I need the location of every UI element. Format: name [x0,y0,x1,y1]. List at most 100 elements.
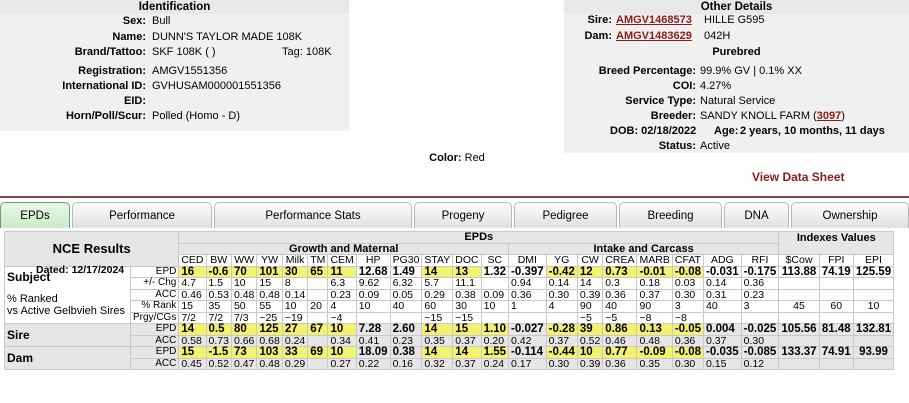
dam-epd-cell: 15 [178,346,207,359]
dam-acc-cell: 0.24 [480,357,510,370]
subject-rank-cell: 45 [778,300,820,313]
subject-rank-cell: 50 [230,300,258,313]
tab-progeny[interactable]: Progeny [414,202,512,228]
subject-prgy-cell [778,311,820,324]
sire-label: Sire [4,323,131,347]
subject-acc-cell: 0.37 [636,288,673,301]
column-header: CFAT [671,254,705,267]
subject-epd-cell: 0.73 [602,265,638,278]
sire-epd-cell: 125 [256,323,283,336]
subject-epd-cell: 125.59 [852,265,895,278]
dam-epd-cell: 74.91 [818,346,854,359]
subject-prgy-cell [355,311,391,324]
dam-link[interactable]: AMGV1483629 [616,30,692,42]
identification-label: Brand/Tattoo: [74,46,146,58]
column-header: DMI [508,254,547,267]
dam-acc-cell: 0.36 [602,357,638,370]
subject-epd-cell: 12.68 [355,265,391,278]
subject-epd-cell: 113.88 [778,265,820,278]
subject-prgy-cell: ~15 [452,311,482,324]
sire-acc-cell: 0.46 [602,334,638,347]
column-header: Milk [281,254,309,267]
sire-acc-cell [778,334,820,347]
breeder-link[interactable]: 3097 [816,110,842,122]
dam-epd-cell: -0.114 [508,346,547,359]
subject-prgy-cell: ~5 [602,311,638,324]
sire-acc-cell: 0.20 [480,334,510,347]
subject-chg-cell: 0.14 [703,277,742,290]
sire-link[interactable]: AMGV1468573 [616,14,692,26]
sire-row: Sire: AMGV1468573 HILLE G595 [564,14,909,29]
row-sublabel: EPD [129,323,180,336]
subject-rank-cell: 3 [740,300,780,313]
identification-label: Name: [112,31,146,43]
dam-epd-cell: 93.99 [852,346,895,359]
growth-header: Growth and Maternal [178,242,510,255]
sire-epd-cell: -0.027 [508,323,547,336]
tab-epds[interactable]: EPDs [0,202,70,228]
subject-acc-cell [818,288,854,301]
sire-acc-cell: 0.68 [256,334,283,347]
subject-acc-cell [852,288,895,301]
dam-epd-cell: 10 [576,346,604,359]
dam-epd-cell: 33 [281,346,309,359]
subject-chg-cell [818,277,854,290]
sire-acc-cell: 0.37 [545,334,578,347]
subject-chg-cell: 0.3 [602,277,638,290]
subject-acc-cell: 0.30 [545,288,578,301]
subject-chg-cell [778,277,820,290]
identification-header: Identification [0,0,349,14]
sire-label: Sire: [587,14,612,26]
sire-name: HILLE G595 [704,14,765,26]
sire-acc-cell: 0.37 [452,334,482,347]
subject-prgy-cell: 7/2 [178,311,207,324]
color-row: Color: Red [350,152,564,168]
dam-epd-cell: -0.08 [671,346,705,359]
subject-rank-cell: 40 [602,300,638,313]
column-header: STAY [421,254,454,267]
subject-epd-cell: 16 [178,265,207,278]
subject-acc-cell: 0.39 [576,288,604,301]
tab-breeding[interactable]: Breeding [619,202,722,228]
sire-epd-cell: 39 [576,323,604,336]
identification-label: Registration: [78,65,146,77]
subject-acc-cell: 0.14 [281,288,309,301]
nce-results-title: NCE Results [3,231,180,267]
subject-chg-cell: 4.7 [178,277,207,290]
dam-epd-cell: 14 [452,346,482,359]
tab-dna[interactable]: DNA [724,202,789,228]
dam-acc-cell: 0.17 [508,357,547,370]
age-value: 2 years, 10 months, 11 days [740,125,885,137]
column-header: SC [480,254,510,267]
sire-epd-cell: 81.48 [818,323,854,336]
subject-chg-cell: 6.3 [327,277,357,290]
dam-acc-cell: 0.32 [421,357,454,370]
dam-epd-cell: -0.085 [740,346,780,359]
pct-ranked-label: % Ranked [7,292,58,305]
sire-acc-cell [852,334,895,347]
view-data-sheet-link[interactable]: View Data Sheet [752,170,845,184]
subject-epd-cell: 14 [421,265,454,278]
status-label: Status: [658,140,696,152]
tab-performance-stats[interactable]: Performance Stats [214,202,412,228]
tab-ownership[interactable]: Ownership [791,202,909,228]
dated-label: Dated: 12/17/2024 [36,264,125,276]
dam-epd-cell: 18.09 [355,346,391,359]
column-header: BW [205,254,232,267]
tab-pedigree[interactable]: Pedigree [514,202,617,228]
identification-label: EID: [124,95,146,107]
dam-epd-cell: 1.55 [480,346,510,359]
subject-rank-cell: 4 [545,300,578,313]
identification-panel: Identification [0,0,349,131]
subject-acc-cell: 0.30 [671,288,705,301]
subject-acc-cell: 0.31 [703,288,742,301]
subject-rank-cell: 90 [576,300,604,313]
sire-epd-cell: 1.10 [480,323,510,336]
sire-acc-cell: 0.42 [508,334,547,347]
column-header: HP [355,254,391,267]
sire-epd-cell: 0.13 [636,323,673,336]
subject-chg-cell: 15 [256,277,283,290]
subject-prgy-cell [307,311,329,324]
tab-performance[interactable]: Performance [72,202,212,228]
subject-chg-cell: 0.94 [508,277,547,290]
